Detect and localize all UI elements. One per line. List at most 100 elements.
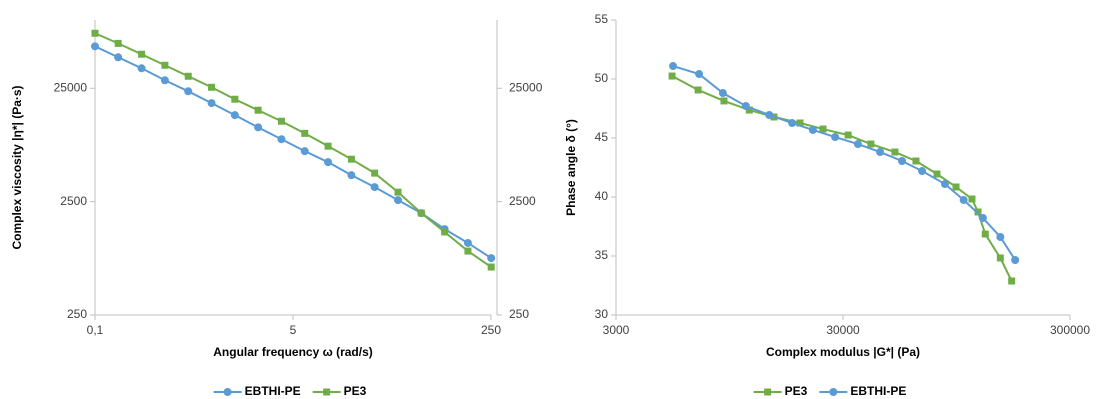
marker [853,140,862,149]
y-tick-label: 35 [595,248,609,262]
y-axis-title: Complex viscosity |η*| (Pa·s) [10,85,24,249]
marker [831,133,840,142]
x-tick-label: 250 [481,323,501,337]
marker [324,158,333,167]
marker [277,135,286,144]
marker [463,238,472,247]
marker [819,125,827,133]
marker [940,180,949,189]
marker [788,119,797,128]
legend-item: PE3 [753,384,808,398]
marker [765,110,774,119]
marker [720,97,728,105]
marker [981,230,989,238]
marker [393,196,402,205]
marker [300,147,309,156]
legend-item: EBTHI-PE [819,384,906,398]
marker [487,263,495,271]
marker [796,119,804,127]
marker [184,87,193,96]
marker [694,86,702,94]
series-line [94,45,492,259]
marker [114,53,123,62]
marker [441,228,449,236]
legend-label: PE3 [785,384,808,398]
marker [669,62,678,71]
marker [668,72,676,80]
marker [912,157,920,165]
marker [137,64,146,73]
marker [996,254,1004,262]
y-tick-label: 45 [595,130,609,144]
marker [891,148,899,156]
legend-item: PE3 [312,384,367,398]
marker [161,61,169,69]
marker [741,102,750,111]
legend-label: PE3 [344,384,367,398]
marker [718,89,727,98]
x-tick-label: 3000 [603,323,630,337]
y2-tick-label: 25000 [509,80,543,94]
x-tick-label: 0,1 [87,323,104,337]
legend-marker [764,388,772,396]
marker [207,99,216,108]
marker [867,140,875,148]
marker [695,70,704,79]
x-tick-label: 300000 [1050,323,1090,337]
marker [347,155,355,163]
y-tick-label: 25000 [54,80,88,94]
marker [91,29,99,37]
marker [933,170,941,178]
marker [464,247,472,255]
marker [394,188,402,196]
y-axis-title: Phase angle δ (°) [564,119,578,216]
legend: PE3 EBTHI-PE [753,384,906,398]
legend-label: EBTHI-PE [850,384,906,398]
marker [918,167,927,176]
marker [184,72,192,80]
marker [968,195,976,203]
legend-marker [829,388,838,396]
marker [808,125,817,134]
x-axis-title: Angular frequency ω (rad/s) [213,345,373,359]
marker [371,169,379,177]
marker [959,195,968,204]
marker [91,42,99,51]
marker [745,106,753,114]
x-axis-title: Complex modulus |G*| (Pa) [766,345,920,359]
marker [996,233,1005,242]
marker [1008,277,1016,285]
marker [952,183,960,191]
marker [417,209,425,217]
marker [114,39,122,47]
marker [301,129,309,137]
marker [876,148,885,157]
marker [277,117,285,125]
y2-tick-label: 2500 [509,194,536,208]
marker [208,83,216,91]
marker [844,131,852,139]
y-tick-label: 50 [595,71,609,85]
series-line [671,75,1013,282]
marker [324,142,332,150]
marker [898,157,907,166]
y-tick-label: 250 [67,307,87,321]
marker [487,254,496,263]
marker [160,76,169,85]
marker [974,208,982,216]
legend-marker [223,388,232,396]
x-tick-label: 5 [290,323,297,337]
y2-tick-label: 250 [509,307,529,321]
x-tick-label: 30000 [826,323,860,337]
series-line [94,32,492,268]
marker [347,171,356,180]
legend-marker [323,388,331,396]
marker [978,214,987,223]
marker [254,106,262,114]
marker [1011,256,1020,265]
marker [254,123,263,132]
marker [230,111,239,120]
marker [138,50,146,58]
y-tick-label: 55 [595,12,609,26]
